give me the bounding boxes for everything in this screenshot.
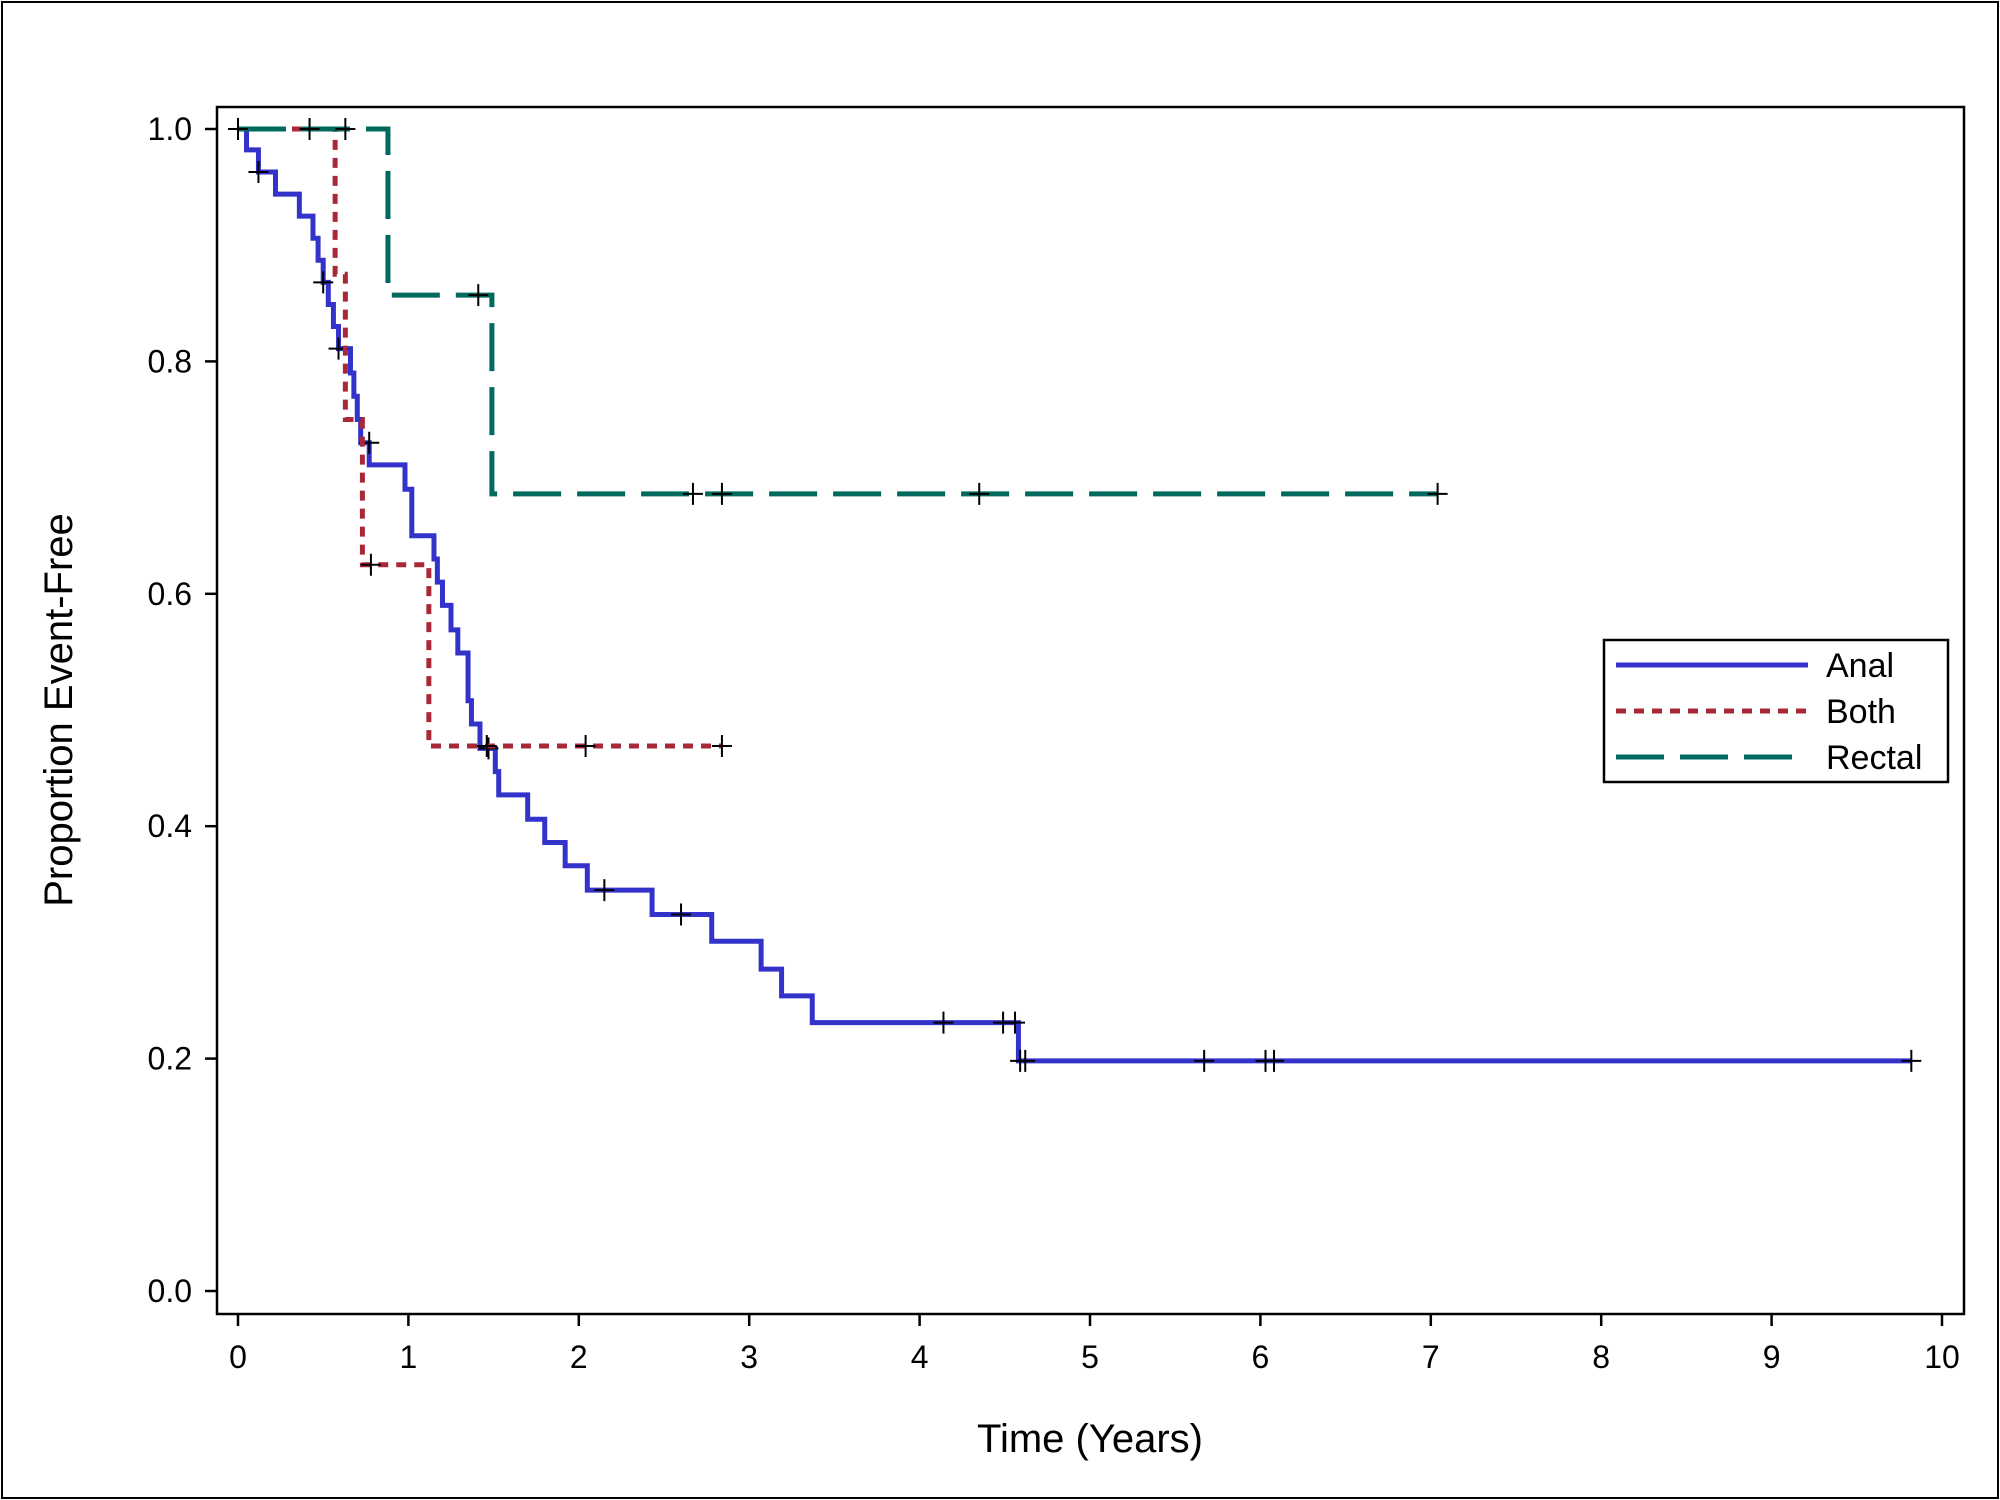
y-tick-label: 0.4 (148, 808, 192, 844)
y-axis: 0.0 0.2 0.4 0.6 0.8 1.0 (148, 111, 217, 1309)
censor-mark-anal (248, 160, 269, 183)
y-tick-label: 1.0 (148, 111, 192, 147)
x-tick-label: 4 (911, 1339, 929, 1375)
x-tick-label: 3 (740, 1339, 758, 1375)
legend-label-anal: Anal (1826, 647, 1894, 685)
censor-mark-both (360, 553, 381, 576)
censor-mark-both (711, 735, 732, 758)
legend: Anal Both Rectal (1602, 638, 1950, 784)
censor-mark-anal (671, 903, 692, 926)
censor-mark-anal (933, 1011, 954, 1034)
y-tick-label: 0.0 (148, 1273, 192, 1309)
x-tick-label: 1 (400, 1339, 418, 1375)
censor-mark-rectal (335, 118, 356, 140)
series-line-both (238, 126, 722, 749)
censor-mark-rectal (468, 284, 489, 307)
censor-mark-rectal (711, 482, 732, 505)
x-tick-label: 8 (1592, 1339, 1610, 1375)
censor-mark-anal (313, 271, 334, 294)
y-tick-label: 0.8 (148, 343, 192, 379)
censor-mark-anal (1901, 1049, 1922, 1072)
series-line-anal (238, 126, 1912, 1064)
censor-mark-anal (1015, 1049, 1036, 1072)
legend-label-both: Both (1826, 693, 1896, 731)
censor-mark-rectal (228, 118, 248, 140)
x-tick-label: 10 (1924, 1339, 1960, 1375)
censor-mark-anal (1194, 1049, 1215, 1072)
x-tick-label: 2 (570, 1339, 588, 1375)
legend-label-rectal: Rectal (1826, 739, 1922, 777)
censor-mark-rectal (299, 118, 320, 140)
censor-mark-anal (1264, 1049, 1285, 1072)
censor-mark-anal (594, 879, 615, 902)
censor-mark-both (575, 735, 596, 758)
x-tick-label: 6 (1252, 1339, 1270, 1375)
censor-mark-rectal (682, 482, 703, 505)
x-tick-label: 5 (1081, 1339, 1099, 1375)
series-line-rectal (238, 126, 1438, 497)
x-axis-title: Time (Years) (977, 1417, 1203, 1461)
x-tick-label: 9 (1763, 1339, 1781, 1375)
x-tick-label: 7 (1422, 1339, 1440, 1375)
censor-mark-both (476, 735, 497, 758)
y-tick-label: 0.2 (148, 1041, 192, 1077)
x-tick-label: 0 (229, 1339, 247, 1375)
censor-mark-anal (1005, 1011, 1026, 1034)
y-axis-title: Proportion Event-Free (37, 513, 81, 907)
series-layer (228, 118, 1922, 1072)
censor-mark-rectal (1427, 482, 1448, 505)
y-tick-label: 0.6 (148, 576, 192, 612)
x-axis: 0 1 2 3 4 5 6 7 8 9 10 (229, 1314, 1960, 1375)
censor-mark-rectal (969, 482, 990, 505)
